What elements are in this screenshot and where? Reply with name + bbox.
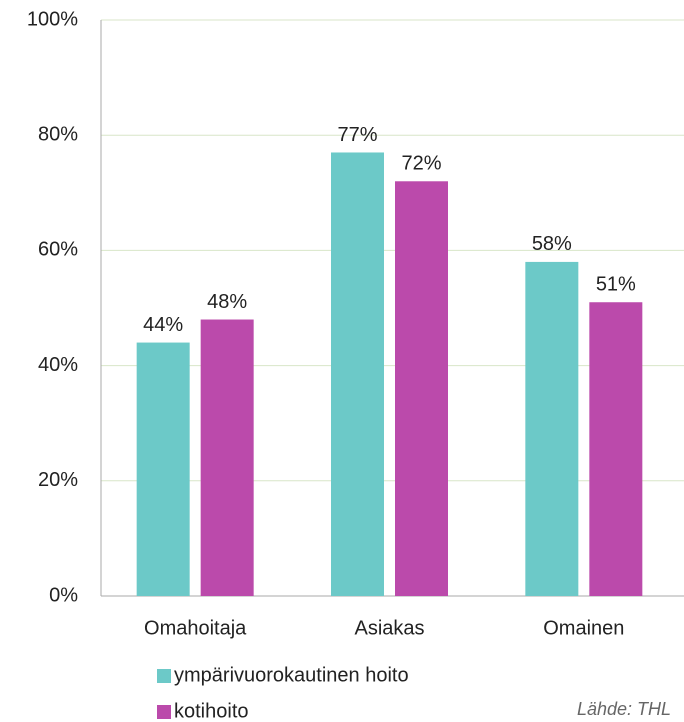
value-label: 58% — [532, 233, 572, 255]
legend-swatch — [157, 705, 171, 719]
bar — [525, 261, 579, 596]
bar — [395, 181, 448, 596]
bar — [589, 302, 643, 596]
bar — [331, 152, 384, 597]
y-tick-label: 20% — [38, 469, 78, 491]
x-tick-label: Omainen — [543, 617, 624, 639]
y-tick-label: 80% — [38, 123, 78, 145]
y-tick-label: 0% — [49, 584, 78, 606]
x-tick-label: Asiakas — [354, 617, 424, 639]
bar — [200, 319, 254, 596]
value-label: 48% — [207, 291, 247, 313]
value-label: 72% — [401, 153, 441, 175]
y-tick-label: 100% — [27, 8, 78, 30]
y-tick-label: 40% — [38, 354, 78, 376]
bar — [136, 342, 190, 596]
value-label: 44% — [143, 314, 183, 336]
value-label: 51% — [596, 274, 636, 296]
source: Lähde: THL — [577, 699, 671, 719]
x-tick-label: Omahoitaja — [144, 617, 247, 639]
legend-label: ympärivuorokautinen hoito — [174, 664, 409, 686]
value-label: 77% — [337, 124, 377, 146]
y-tick-label: 60% — [38, 239, 78, 261]
legend-swatch — [157, 669, 171, 683]
legend-label: kotihoito — [174, 700, 249, 722]
